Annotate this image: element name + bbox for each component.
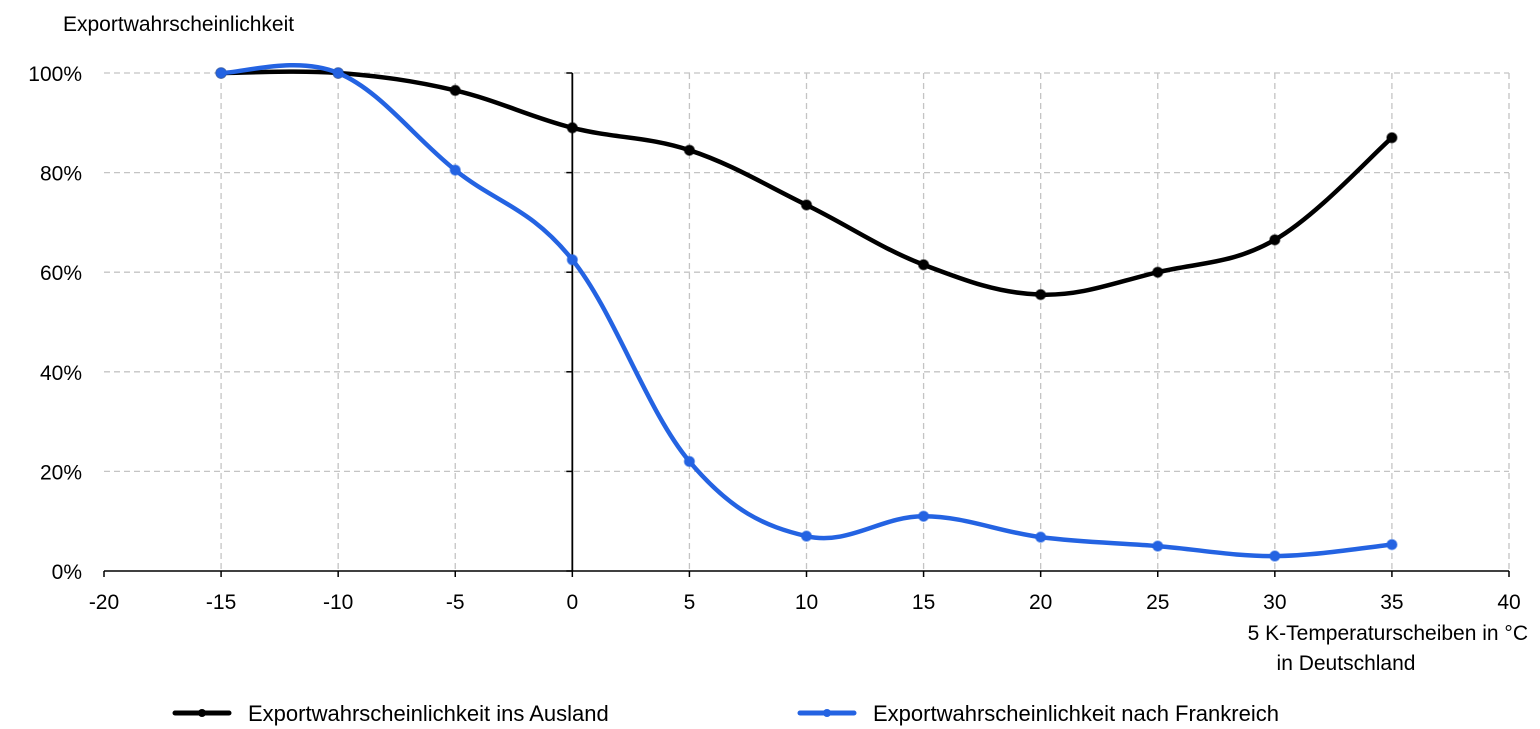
legend-marker-frankreich	[823, 709, 831, 717]
legend-marker-ausland	[198, 709, 206, 717]
x-tick-label: 15	[912, 591, 935, 614]
data-point	[802, 531, 812, 541]
x-tick-labels: -20 -15 -10 -5 0 5 10 15 20 25 30 35 40	[89, 591, 1521, 614]
x-tick-label: -10	[323, 591, 353, 614]
data-point	[1153, 541, 1163, 551]
grid-lines	[104, 73, 1509, 571]
data-point	[216, 68, 226, 78]
x-tick-label: -15	[206, 591, 236, 614]
data-point	[802, 200, 812, 210]
x-tick-label: 40	[1497, 591, 1520, 614]
x-tick-label: 20	[1029, 591, 1052, 614]
y-tick-label: 80%	[40, 163, 82, 186]
y-tick-label: 20%	[40, 461, 82, 484]
data-point	[1036, 290, 1046, 300]
legend-label-ausland: Exportwahrscheinlichkeit ins Ausland	[248, 701, 609, 726]
data-point	[919, 260, 929, 270]
data-point	[450, 165, 460, 175]
data-point	[333, 68, 343, 78]
data-point	[1387, 540, 1397, 550]
data-point	[1153, 267, 1163, 277]
legend-label-frankreich: Exportwahrscheinlichkeit nach Frankreich	[873, 701, 1279, 726]
data-point	[1270, 551, 1280, 561]
x-tick-label: 0	[566, 591, 578, 614]
data-point	[567, 123, 577, 133]
y-tick-label: 60%	[40, 262, 82, 285]
x-axis-label-line1: 5 K-Temperaturscheiben in °C	[1248, 622, 1528, 645]
x-tick-label: 30	[1263, 591, 1286, 614]
data-point	[450, 85, 460, 95]
legend-item-ausland: Exportwahrscheinlichkeit ins Ausland	[175, 701, 609, 726]
legend: Exportwahrscheinlichkeit ins Ausland Exp…	[175, 701, 1279, 726]
x-tick-label: 35	[1380, 591, 1403, 614]
legend-item-frankreich: Exportwahrscheinlichkeit nach Frankreich	[800, 701, 1279, 726]
y-tick-label: 40%	[40, 362, 82, 385]
y-axis-label: Exportwahrscheinlichkeit	[63, 13, 294, 36]
data-point	[684, 456, 694, 466]
y-tick-label: 0%	[52, 561, 82, 584]
x-tick-label: -20	[89, 591, 119, 614]
x-axis-label-line2: in Deutschland	[1277, 652, 1416, 675]
x-tick-label: 5	[684, 591, 696, 614]
y-tick-label: 100%	[28, 63, 82, 86]
data-point	[1036, 532, 1046, 542]
data-point	[684, 145, 694, 155]
y-tick-labels: 0% 20% 40% 60% 80% 100%	[28, 63, 82, 584]
x-tick-label: -5	[446, 591, 465, 614]
data-point	[567, 255, 577, 265]
data-point	[1387, 133, 1397, 143]
data-point	[919, 511, 929, 521]
data-point	[1270, 235, 1280, 245]
x-tick-label: 10	[795, 591, 818, 614]
x-tick-label: 25	[1146, 591, 1169, 614]
